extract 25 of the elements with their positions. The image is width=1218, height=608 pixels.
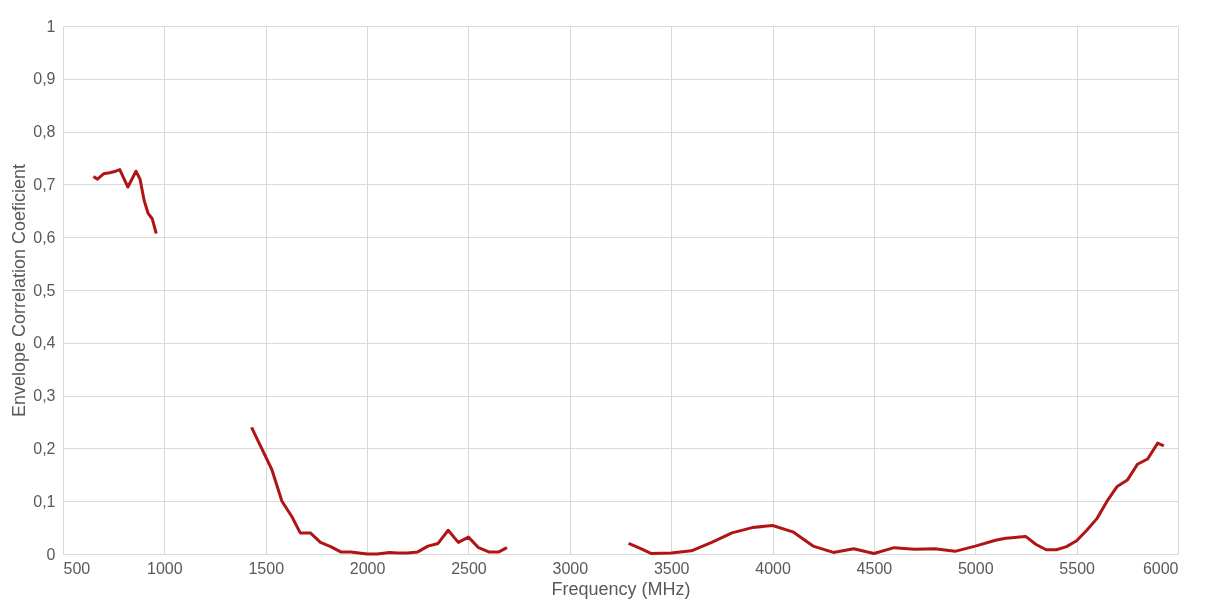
y-tick-label: 0 <box>46 545 56 563</box>
x-tick-label: 2000 <box>349 559 386 577</box>
x-tick-label: 500 <box>63 559 91 577</box>
x-tick-label: 1500 <box>248 559 285 577</box>
x-tick-label: 4000 <box>755 559 791 577</box>
x-tick-label: 5000 <box>957 559 994 577</box>
y-tick-label: 0,6 <box>33 228 56 246</box>
y-tick-label: 0,4 <box>33 334 56 352</box>
y-tick-label: 0,8 <box>33 123 56 141</box>
y-tick-label: 0,9 <box>33 70 56 88</box>
x-tick-label: 2500 <box>451 559 487 577</box>
y-axis-title: Envelope Correlation Coeficient <box>9 163 30 418</box>
x-tick-label: 3000 <box>552 559 589 577</box>
y-tick-label: 0,7 <box>33 175 56 193</box>
x-tick-label: 5500 <box>1059 559 1096 577</box>
y-tick-label: 0,3 <box>33 387 56 405</box>
y-tick-label: 0,5 <box>33 281 56 299</box>
x-tick-label: 1000 <box>147 559 183 577</box>
y-tick-label: 0,1 <box>33 492 56 510</box>
x-tick-label: 6000 <box>1142 559 1179 577</box>
x-tick-label: 4500 <box>856 559 893 577</box>
y-tick-label: 1 <box>46 17 56 35</box>
x-axis-title: Frequency (MHz) <box>551 578 691 599</box>
y-tick-label: 0,2 <box>33 439 56 457</box>
x-tick-label: 3500 <box>653 559 690 577</box>
